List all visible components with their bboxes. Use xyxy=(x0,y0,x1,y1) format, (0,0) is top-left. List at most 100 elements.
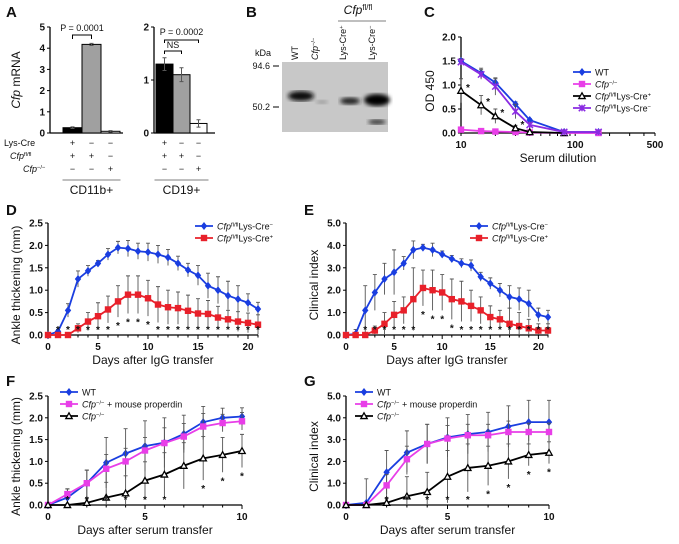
legend-label: Cfp−/− + mouse properdin xyxy=(82,400,182,410)
significance-star: * xyxy=(547,468,551,479)
genotype-mark: + xyxy=(70,151,75,161)
series-line xyxy=(47,246,259,336)
legend-marker xyxy=(64,411,74,420)
error-bar xyxy=(486,445,491,486)
significance-star: * xyxy=(546,325,550,336)
data-point xyxy=(64,490,71,498)
legend-marker xyxy=(360,388,368,396)
line-chart-e: 0.0 1.0 2.0 3.0 4.0 5.0 0 5 10 15 20 Days after IgG… xyxy=(307,219,552,367)
data-point xyxy=(467,302,475,310)
data-point xyxy=(164,253,172,262)
data-point xyxy=(419,284,427,292)
data-point xyxy=(63,500,72,509)
y-tick-label: 3 xyxy=(39,65,45,76)
legend-entry: WT xyxy=(355,388,391,398)
significance-bracket xyxy=(164,39,199,43)
x-tick-label: 20 xyxy=(242,342,254,353)
y-tick-label: 0.0 xyxy=(29,331,43,342)
error-bar xyxy=(201,436,206,481)
legend-entry: Cfpfl/flLys-Cre+ xyxy=(470,234,549,244)
data-point xyxy=(467,261,475,270)
significance-star: * xyxy=(126,317,130,328)
data-point xyxy=(560,128,568,136)
significance-star: * xyxy=(536,325,540,336)
y-tick-label: 1.5 xyxy=(29,263,43,274)
y-tick-label: 0 xyxy=(39,129,45,140)
genotype-mark: − xyxy=(108,151,113,161)
bar xyxy=(81,43,102,134)
band-lys-cre-neg xyxy=(364,94,390,106)
data-point xyxy=(341,500,351,509)
error-bar xyxy=(411,267,416,331)
genotype-row-label: Lys-Cre xyxy=(4,138,35,148)
data-point xyxy=(545,428,553,436)
data-point xyxy=(244,298,252,307)
significance-star: * xyxy=(486,97,490,108)
error-bar xyxy=(445,450,450,503)
data-point xyxy=(492,128,499,135)
genotype-row-label: Cfp−/− xyxy=(23,164,46,174)
data-point xyxy=(84,318,92,325)
data-point xyxy=(594,128,603,136)
y-tick-label: 1.5 xyxy=(29,435,43,446)
x-tick-label: 10 xyxy=(437,342,449,353)
significance-star: * xyxy=(405,495,409,506)
genotype-mark: + xyxy=(162,151,167,161)
band-cfp-ko xyxy=(316,100,328,104)
significance-star: * xyxy=(221,476,225,487)
significance-star: * xyxy=(508,325,512,336)
panel-label-f: F xyxy=(6,373,15,390)
legend-label: Cfpfl/flLys-Cre− xyxy=(492,222,549,232)
legend-entry: Cfp−/− xyxy=(573,80,618,90)
genotype-mark: − xyxy=(89,164,94,174)
significance-star: * xyxy=(459,325,463,336)
genotype-mark: − xyxy=(179,138,184,148)
data-point xyxy=(477,307,484,314)
group-label: CD19+ xyxy=(163,183,201,197)
data-point xyxy=(43,500,53,509)
legend-label: Cfp−/− xyxy=(82,412,105,422)
significance-star: * xyxy=(517,325,521,336)
legend-entry: WT xyxy=(573,68,609,78)
data-point xyxy=(458,298,465,305)
data-point xyxy=(382,498,391,507)
legend-entry: Cfp−/− + mouse properdin xyxy=(355,400,477,410)
data-point xyxy=(544,448,554,456)
data-point xyxy=(154,301,162,308)
data-point xyxy=(491,82,500,91)
data-point xyxy=(114,298,122,305)
error-bar xyxy=(162,57,167,71)
y-tick-label: 1.0 xyxy=(29,457,43,468)
data-point xyxy=(544,327,552,334)
y-tick-label: 3.0 xyxy=(327,435,341,446)
data-point xyxy=(438,250,446,259)
data-point xyxy=(506,320,513,327)
legend-entry: Cfpfl/flLys-Cre− xyxy=(195,222,274,232)
blot-unit-label: kDa xyxy=(255,48,271,58)
data-point xyxy=(134,291,142,298)
y-tick-label: 1 xyxy=(39,107,45,118)
legend-marker xyxy=(200,234,208,242)
significance-star: * xyxy=(431,314,435,325)
panel-label-a: A xyxy=(6,4,17,21)
panel-label-c: C xyxy=(424,4,435,21)
x-tick-label: 0 xyxy=(343,342,349,353)
data-point xyxy=(180,433,187,440)
data-point xyxy=(204,281,212,290)
y-tick-label: 2.0 xyxy=(442,33,456,44)
series-line xyxy=(345,246,549,336)
data-point xyxy=(342,331,350,339)
significance-star: * xyxy=(240,472,244,483)
y-tick-label: 0 xyxy=(143,129,149,140)
legend-entry: WT xyxy=(60,388,96,398)
data-point xyxy=(504,456,513,465)
legend-marker xyxy=(200,222,208,230)
data-point xyxy=(448,295,456,303)
data-point xyxy=(403,456,411,463)
error-bar xyxy=(179,67,184,83)
y-tick-label: 2.0 xyxy=(29,413,43,424)
data-point xyxy=(477,127,485,135)
significance-star: * xyxy=(256,325,260,336)
data-point xyxy=(174,304,182,312)
data-point xyxy=(448,254,456,263)
